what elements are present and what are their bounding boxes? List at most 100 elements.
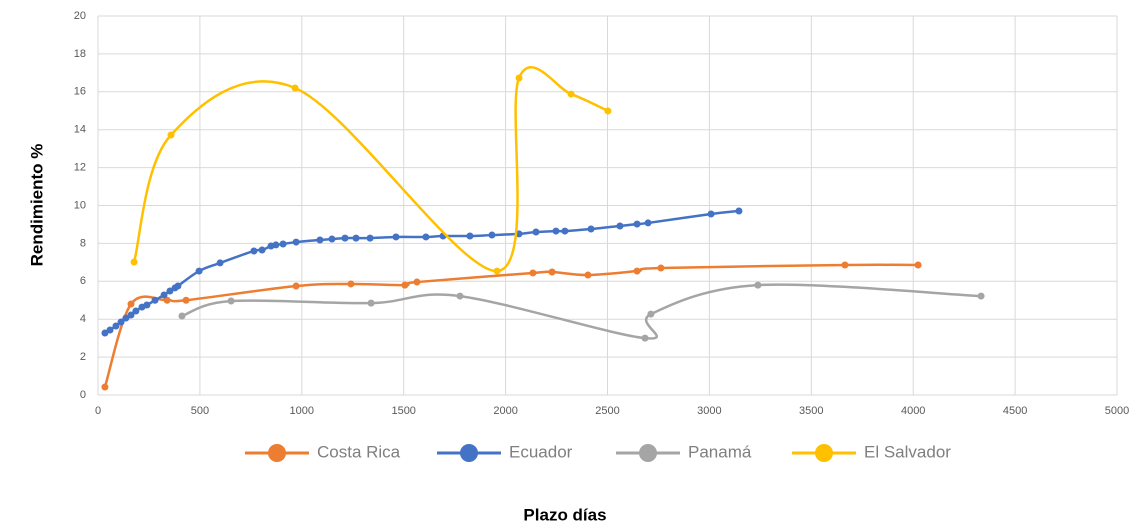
data-point [182, 296, 190, 304]
data-point [515, 74, 523, 82]
data-point [195, 267, 203, 275]
y-tick-label: 16 [74, 86, 86, 98]
data-point [151, 296, 159, 304]
data-point [567, 90, 575, 98]
y-tick-label: 18 [74, 48, 86, 60]
data-point [292, 238, 300, 246]
data-point [216, 259, 224, 267]
x-tick-label: 2500 [595, 405, 619, 417]
data-point [143, 301, 151, 309]
data-point [647, 310, 655, 318]
data-point [413, 278, 421, 286]
data-point [841, 261, 849, 269]
x-tick-label: 3000 [697, 405, 721, 417]
data-point [644, 219, 652, 227]
data-point [707, 210, 715, 218]
legend-label: Costa Rica [317, 442, 401, 461]
x-tick-label: 1000 [290, 405, 314, 417]
y-tick-label: 2 [80, 351, 86, 363]
data-point [587, 225, 595, 233]
x-tick-label: 0 [95, 405, 101, 417]
data-point [132, 307, 140, 315]
data-point [604, 107, 612, 115]
y-tick-label: 14 [74, 124, 86, 136]
data-point [163, 296, 171, 304]
data-point [392, 233, 400, 241]
data-point [258, 246, 266, 254]
data-point [352, 234, 360, 242]
data-point [117, 318, 125, 326]
y-axis-title: Rendimiento % [27, 144, 46, 267]
y-tick-label: 6 [80, 275, 86, 287]
y-tick-label: 12 [74, 162, 86, 174]
data-point [552, 227, 560, 235]
data-point [227, 297, 235, 305]
legend-marker [460, 444, 478, 462]
y-tick-label: 0 [80, 389, 86, 401]
data-point [561, 227, 569, 235]
x-tick-label: 2000 [493, 405, 517, 417]
data-point [122, 314, 130, 322]
data-point [529, 269, 537, 277]
data-point [488, 231, 496, 239]
series-line [103, 263, 919, 388]
data-point [347, 280, 355, 288]
data-point [250, 247, 258, 255]
data-point [532, 228, 540, 236]
legend-label: Ecuador [509, 442, 573, 461]
data-point [548, 268, 556, 276]
data-point [328, 235, 336, 243]
x-tick-label: 500 [191, 405, 209, 417]
legend-marker [268, 444, 286, 462]
y-tick-label: 8 [80, 237, 86, 249]
data-point [633, 220, 641, 228]
data-point [366, 234, 374, 242]
data-point [422, 233, 430, 241]
x-axis-title: Plazo días [523, 505, 606, 524]
data-point [466, 232, 474, 240]
data-point [633, 267, 641, 275]
x-tick-label: 4000 [901, 405, 925, 417]
data-point [456, 292, 464, 300]
data-point [401, 281, 409, 289]
data-point [616, 222, 624, 230]
data-point [657, 264, 665, 272]
data-point [316, 236, 324, 244]
data-point [130, 258, 138, 266]
data-point [112, 322, 120, 330]
x-tick-label: 5000 [1105, 405, 1129, 417]
data-point [341, 234, 349, 242]
data-point [101, 383, 109, 391]
data-point [292, 282, 300, 290]
data-point [754, 281, 762, 289]
data-point [178, 312, 186, 320]
legend-label: El Salvador [864, 442, 951, 461]
data-point [101, 329, 109, 337]
data-point [977, 292, 985, 300]
data-point [584, 271, 592, 279]
data-point [174, 282, 182, 290]
y-tick-label: 20 [74, 10, 86, 22]
data-point [493, 267, 501, 275]
data-point [279, 240, 287, 248]
data-point [127, 300, 135, 308]
data-point [166, 287, 174, 295]
data-point [914, 261, 922, 269]
data-point [106, 326, 114, 334]
data-point [291, 84, 299, 92]
data-point [127, 311, 135, 319]
data-point [367, 299, 375, 307]
data-point [735, 207, 743, 215]
data-point [641, 334, 649, 342]
y-tick-label: 4 [80, 313, 86, 325]
data-point [272, 241, 280, 249]
data-point [160, 291, 168, 299]
legend-label: Panamá [688, 442, 752, 461]
x-tick-label: 4500 [1003, 405, 1027, 417]
y-tick-label: 10 [74, 199, 86, 211]
x-tick-label: 1500 [391, 405, 415, 417]
data-point [167, 131, 175, 139]
legend-marker [815, 444, 833, 462]
legend-marker [639, 444, 657, 462]
